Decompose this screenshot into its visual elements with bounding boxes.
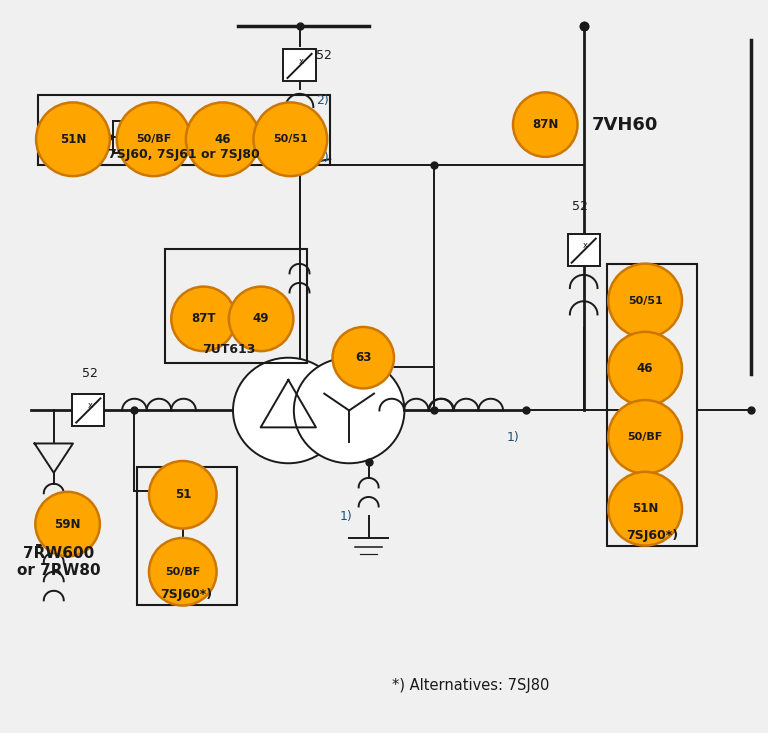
Text: 50/BF: 50/BF (165, 567, 200, 577)
Text: 7SJ60*): 7SJ60*) (161, 588, 213, 601)
Text: *) Alternatives: 7SJ80: *) Alternatives: 7SJ80 (392, 678, 549, 693)
Text: 46: 46 (637, 362, 654, 375)
Ellipse shape (253, 103, 327, 176)
FancyBboxPatch shape (568, 234, 600, 266)
Text: 87T: 87T (191, 312, 216, 325)
Ellipse shape (608, 472, 682, 545)
Text: 7UT613: 7UT613 (202, 342, 255, 356)
Text: 7VH60: 7VH60 (591, 116, 657, 133)
Text: 1): 1) (339, 509, 353, 523)
Ellipse shape (333, 327, 394, 388)
Text: 1): 1) (316, 151, 329, 164)
FancyBboxPatch shape (72, 394, 104, 426)
Circle shape (233, 358, 343, 463)
Ellipse shape (36, 103, 110, 176)
Text: 7SJ60, 7SJ61 or 7SJ80: 7SJ60, 7SJ61 or 7SJ80 (108, 148, 260, 161)
Ellipse shape (35, 492, 100, 556)
Text: x: x (299, 56, 303, 66)
Text: 52: 52 (316, 48, 333, 62)
FancyBboxPatch shape (283, 49, 316, 81)
Text: 7RW600
or 7RW80: 7RW600 or 7RW80 (17, 546, 100, 578)
Text: 46: 46 (214, 133, 231, 146)
Text: 63: 63 (355, 351, 372, 364)
Ellipse shape (608, 264, 682, 337)
Text: 50/BF: 50/BF (627, 432, 663, 442)
Text: 52: 52 (572, 200, 588, 213)
Text: 51N: 51N (60, 133, 86, 146)
Text: 51: 51 (174, 488, 191, 501)
Text: 2): 2) (316, 94, 329, 107)
Text: 1): 1) (507, 431, 520, 444)
Text: 50/BF: 50/BF (136, 134, 171, 144)
Text: 49: 49 (253, 312, 270, 325)
Ellipse shape (117, 103, 190, 176)
Text: x: x (88, 401, 92, 410)
Ellipse shape (608, 400, 682, 474)
Ellipse shape (171, 287, 236, 351)
Text: 51N: 51N (632, 502, 658, 515)
Ellipse shape (186, 103, 260, 176)
Ellipse shape (608, 332, 682, 405)
Ellipse shape (149, 538, 217, 605)
Text: 50/51: 50/51 (627, 295, 663, 306)
Circle shape (294, 358, 405, 463)
Text: 7SJ60*): 7SJ60*) (626, 529, 678, 542)
Text: 59N: 59N (55, 517, 81, 531)
Ellipse shape (513, 92, 578, 157)
Ellipse shape (229, 287, 293, 351)
Text: 52: 52 (82, 367, 98, 380)
Text: 87N: 87N (532, 118, 558, 131)
Ellipse shape (149, 461, 217, 528)
Text: x: x (583, 241, 588, 251)
Text: 50/51: 50/51 (273, 134, 308, 144)
